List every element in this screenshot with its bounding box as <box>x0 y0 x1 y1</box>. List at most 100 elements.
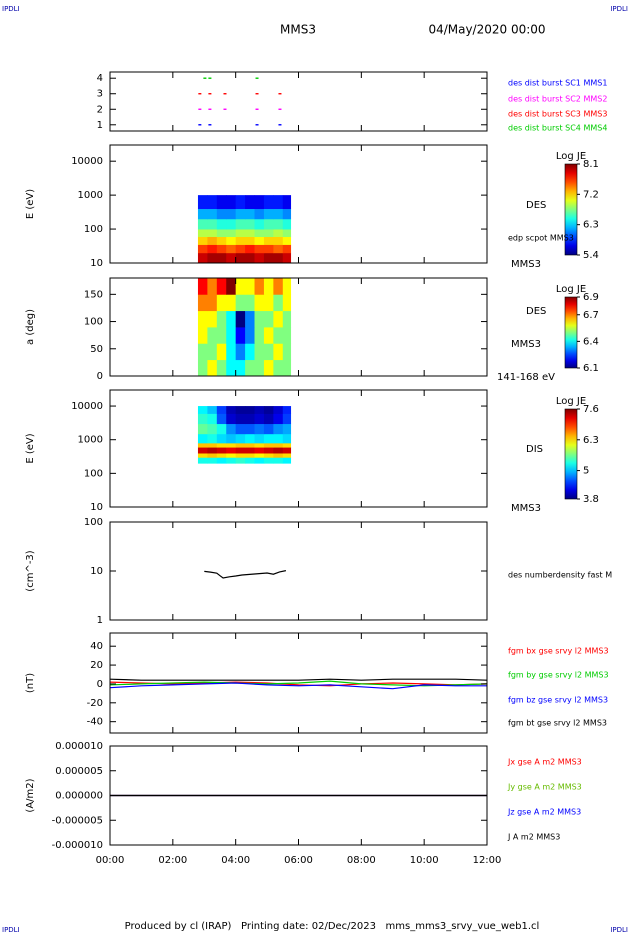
heatmap-cell <box>235 442 246 448</box>
heatmap-cell <box>245 406 255 414</box>
heatmap-cell <box>216 433 227 444</box>
y-tick-label: 20 <box>90 660 103 671</box>
heatmap-cell <box>263 208 274 220</box>
heatmap-cell <box>282 406 292 414</box>
heatmap-cell <box>263 413 274 425</box>
legend-entry: Jz gse A m2 MMS3 <box>507 808 581 817</box>
plot-area <box>197 406 292 464</box>
y-axis-label: (A/m2) <box>25 778 36 812</box>
y-tick-label: 0 <box>97 679 103 690</box>
y-tick-label: -0.000010 <box>52 840 103 851</box>
heatmap-cell <box>245 229 255 237</box>
legend-entry: Jy gse A m2 MMS3 <box>507 783 582 792</box>
heatmap-cell <box>245 236 255 245</box>
heatmap-cell <box>254 453 265 458</box>
heatmap-cell <box>263 457 274 464</box>
colorbar-tick-label: 6.1 <box>583 363 599 374</box>
y-axis-label: a (deg) <box>25 309 36 345</box>
heatmap-cell <box>216 195 227 210</box>
heatmap-cell <box>282 327 292 344</box>
heatmap-cell <box>273 218 284 230</box>
heatmap-cell <box>245 423 255 435</box>
heatmap-cell <box>245 453 255 458</box>
heatmap-cell <box>282 359 292 376</box>
heatmap-cell <box>273 294 284 312</box>
heatmap-cell <box>216 229 227 237</box>
corner-mark: IPDLI <box>610 5 628 13</box>
heatmap-cell <box>226 327 237 344</box>
y-tick-label: 1 <box>97 615 103 626</box>
colorbar <box>564 408 578 500</box>
heatmap-cell <box>226 406 237 414</box>
heatmap-cell <box>273 406 284 414</box>
heatmap-cell <box>197 423 208 435</box>
heatmap-cell <box>216 457 227 464</box>
heatmap-cell <box>235 229 246 237</box>
heatmap-cell <box>235 453 246 458</box>
legend-entry: J A m2 MMS3 <box>507 833 560 842</box>
heatmap-cell <box>254 457 265 464</box>
heatmap-cell <box>216 359 227 376</box>
heatmap-cell <box>235 433 246 444</box>
y-axis-label: E (eV) <box>25 433 36 463</box>
y-tick-label: 10000 <box>71 401 103 412</box>
heatmap-cell <box>226 229 237 237</box>
heatmap-cell <box>235 294 246 312</box>
heatmap-cell <box>197 343 208 361</box>
heatmap-cell <box>207 359 218 376</box>
heatmap-cell <box>254 310 265 328</box>
heatmap-cell <box>226 343 237 361</box>
heatmap-cell <box>273 278 284 295</box>
y-tick-label: 3 <box>97 89 103 100</box>
corner-mark: IPDLI <box>610 926 628 934</box>
heatmap-cell <box>207 244 218 254</box>
colorbar-tick-label: 6.3 <box>583 435 599 446</box>
panel-frame <box>109 389 488 508</box>
colorbar-tick-label: 3.8 <box>583 494 599 505</box>
heatmap-cell <box>263 244 274 254</box>
heatmap-cell <box>226 294 237 312</box>
heatmap-cell <box>207 327 218 344</box>
heatmap-cell <box>197 229 208 237</box>
heatmap-cell <box>197 447 208 454</box>
heatmap-cell <box>226 413 237 425</box>
legend-entry: fgm by gse srvy l2 MMS3 <box>508 671 609 680</box>
heatmap-cell <box>216 278 227 295</box>
heatmap-cell <box>254 278 265 295</box>
y-tick-label: -40 <box>87 717 103 728</box>
heatmap-cell <box>245 208 255 220</box>
burst-marker <box>223 108 227 110</box>
colorbar-tick-label: 8.1 <box>583 159 599 170</box>
heatmap-cell <box>197 413 208 425</box>
panel-frame <box>109 745 488 846</box>
page-date: 04/May/2020 00:00 <box>428 23 545 37</box>
heatmap-cell <box>235 359 246 376</box>
heatmap-cell <box>226 442 237 448</box>
panel-frame <box>109 144 488 264</box>
heatmap-cell <box>207 457 218 464</box>
heatmap-cell <box>216 406 227 414</box>
heatmap-cell <box>207 447 218 454</box>
heatmap-cell <box>207 208 218 220</box>
heatmap-cell <box>226 453 237 458</box>
heatmap-cell <box>263 278 274 295</box>
heatmap-cell <box>245 457 255 464</box>
burst-marker <box>278 108 282 110</box>
burst-marker <box>255 77 259 79</box>
burst-marker <box>208 93 212 95</box>
heatmap-cell <box>216 294 227 312</box>
heatmap-cell <box>226 433 237 444</box>
heatmap-cell <box>226 278 237 295</box>
heatmap-cell <box>197 406 208 414</box>
heatmap-cell <box>245 195 255 210</box>
heatmap-cell <box>263 327 274 344</box>
colorbar <box>564 296 578 369</box>
y-tick-label: 100 <box>84 468 103 479</box>
heatmap-cell <box>254 423 265 435</box>
heatmap-cell <box>235 278 246 295</box>
heatmap-cell <box>254 413 265 425</box>
burst-marker <box>198 93 202 95</box>
heatmap-cell <box>197 244 208 254</box>
heatmap-cell <box>245 244 255 254</box>
